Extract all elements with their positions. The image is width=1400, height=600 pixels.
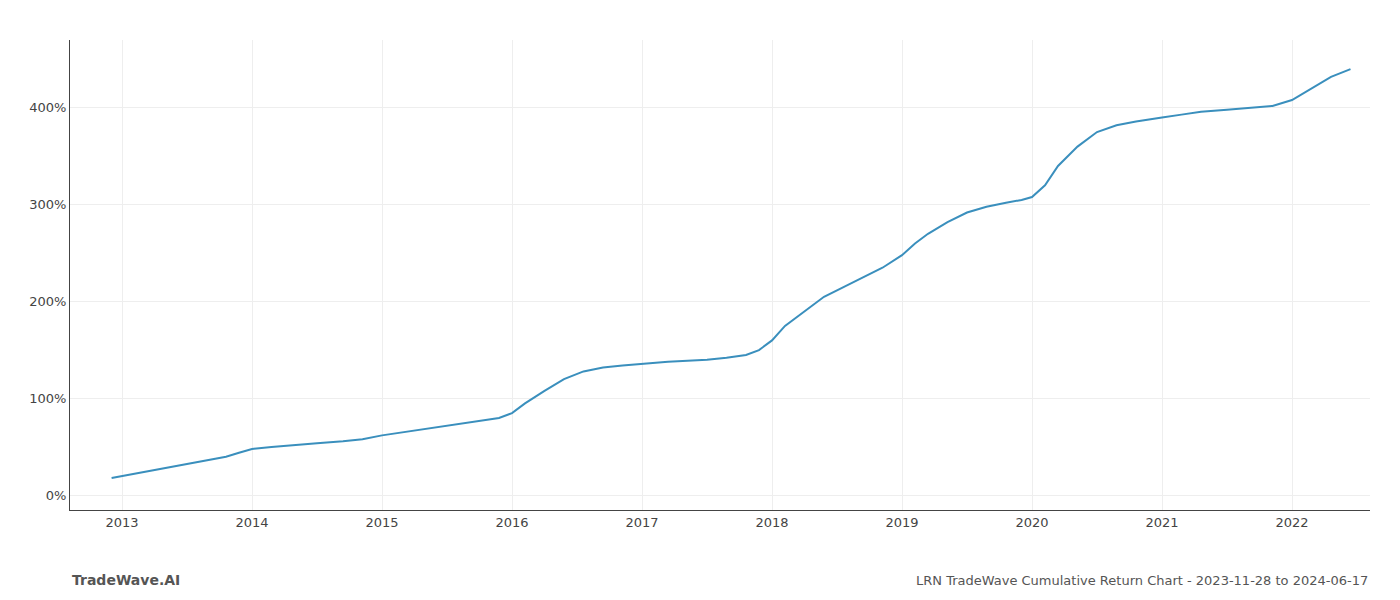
svg-text:2022: 2022 [1275, 515, 1308, 530]
svg-text:0%: 0% [46, 488, 67, 503]
svg-text:2013: 2013 [105, 515, 138, 530]
svg-text:2017: 2017 [625, 515, 658, 530]
svg-text:TradeWave.AI: TradeWave.AI [72, 572, 180, 588]
svg-text:2018: 2018 [755, 515, 788, 530]
svg-text:400%: 400% [29, 100, 66, 115]
svg-text:100%: 100% [29, 391, 66, 406]
svg-text:2020: 2020 [1015, 515, 1048, 530]
svg-text:2015: 2015 [365, 515, 398, 530]
svg-text:2021: 2021 [1145, 515, 1178, 530]
svg-text:200%: 200% [29, 294, 66, 309]
svg-text:300%: 300% [29, 197, 66, 212]
svg-text:2019: 2019 [885, 515, 918, 530]
svg-text:2014: 2014 [235, 515, 268, 530]
svg-text:2016: 2016 [495, 515, 528, 530]
svg-text:LRN TradeWave Cumulative Retur: LRN TradeWave Cumulative Return Chart - … [916, 573, 1368, 588]
